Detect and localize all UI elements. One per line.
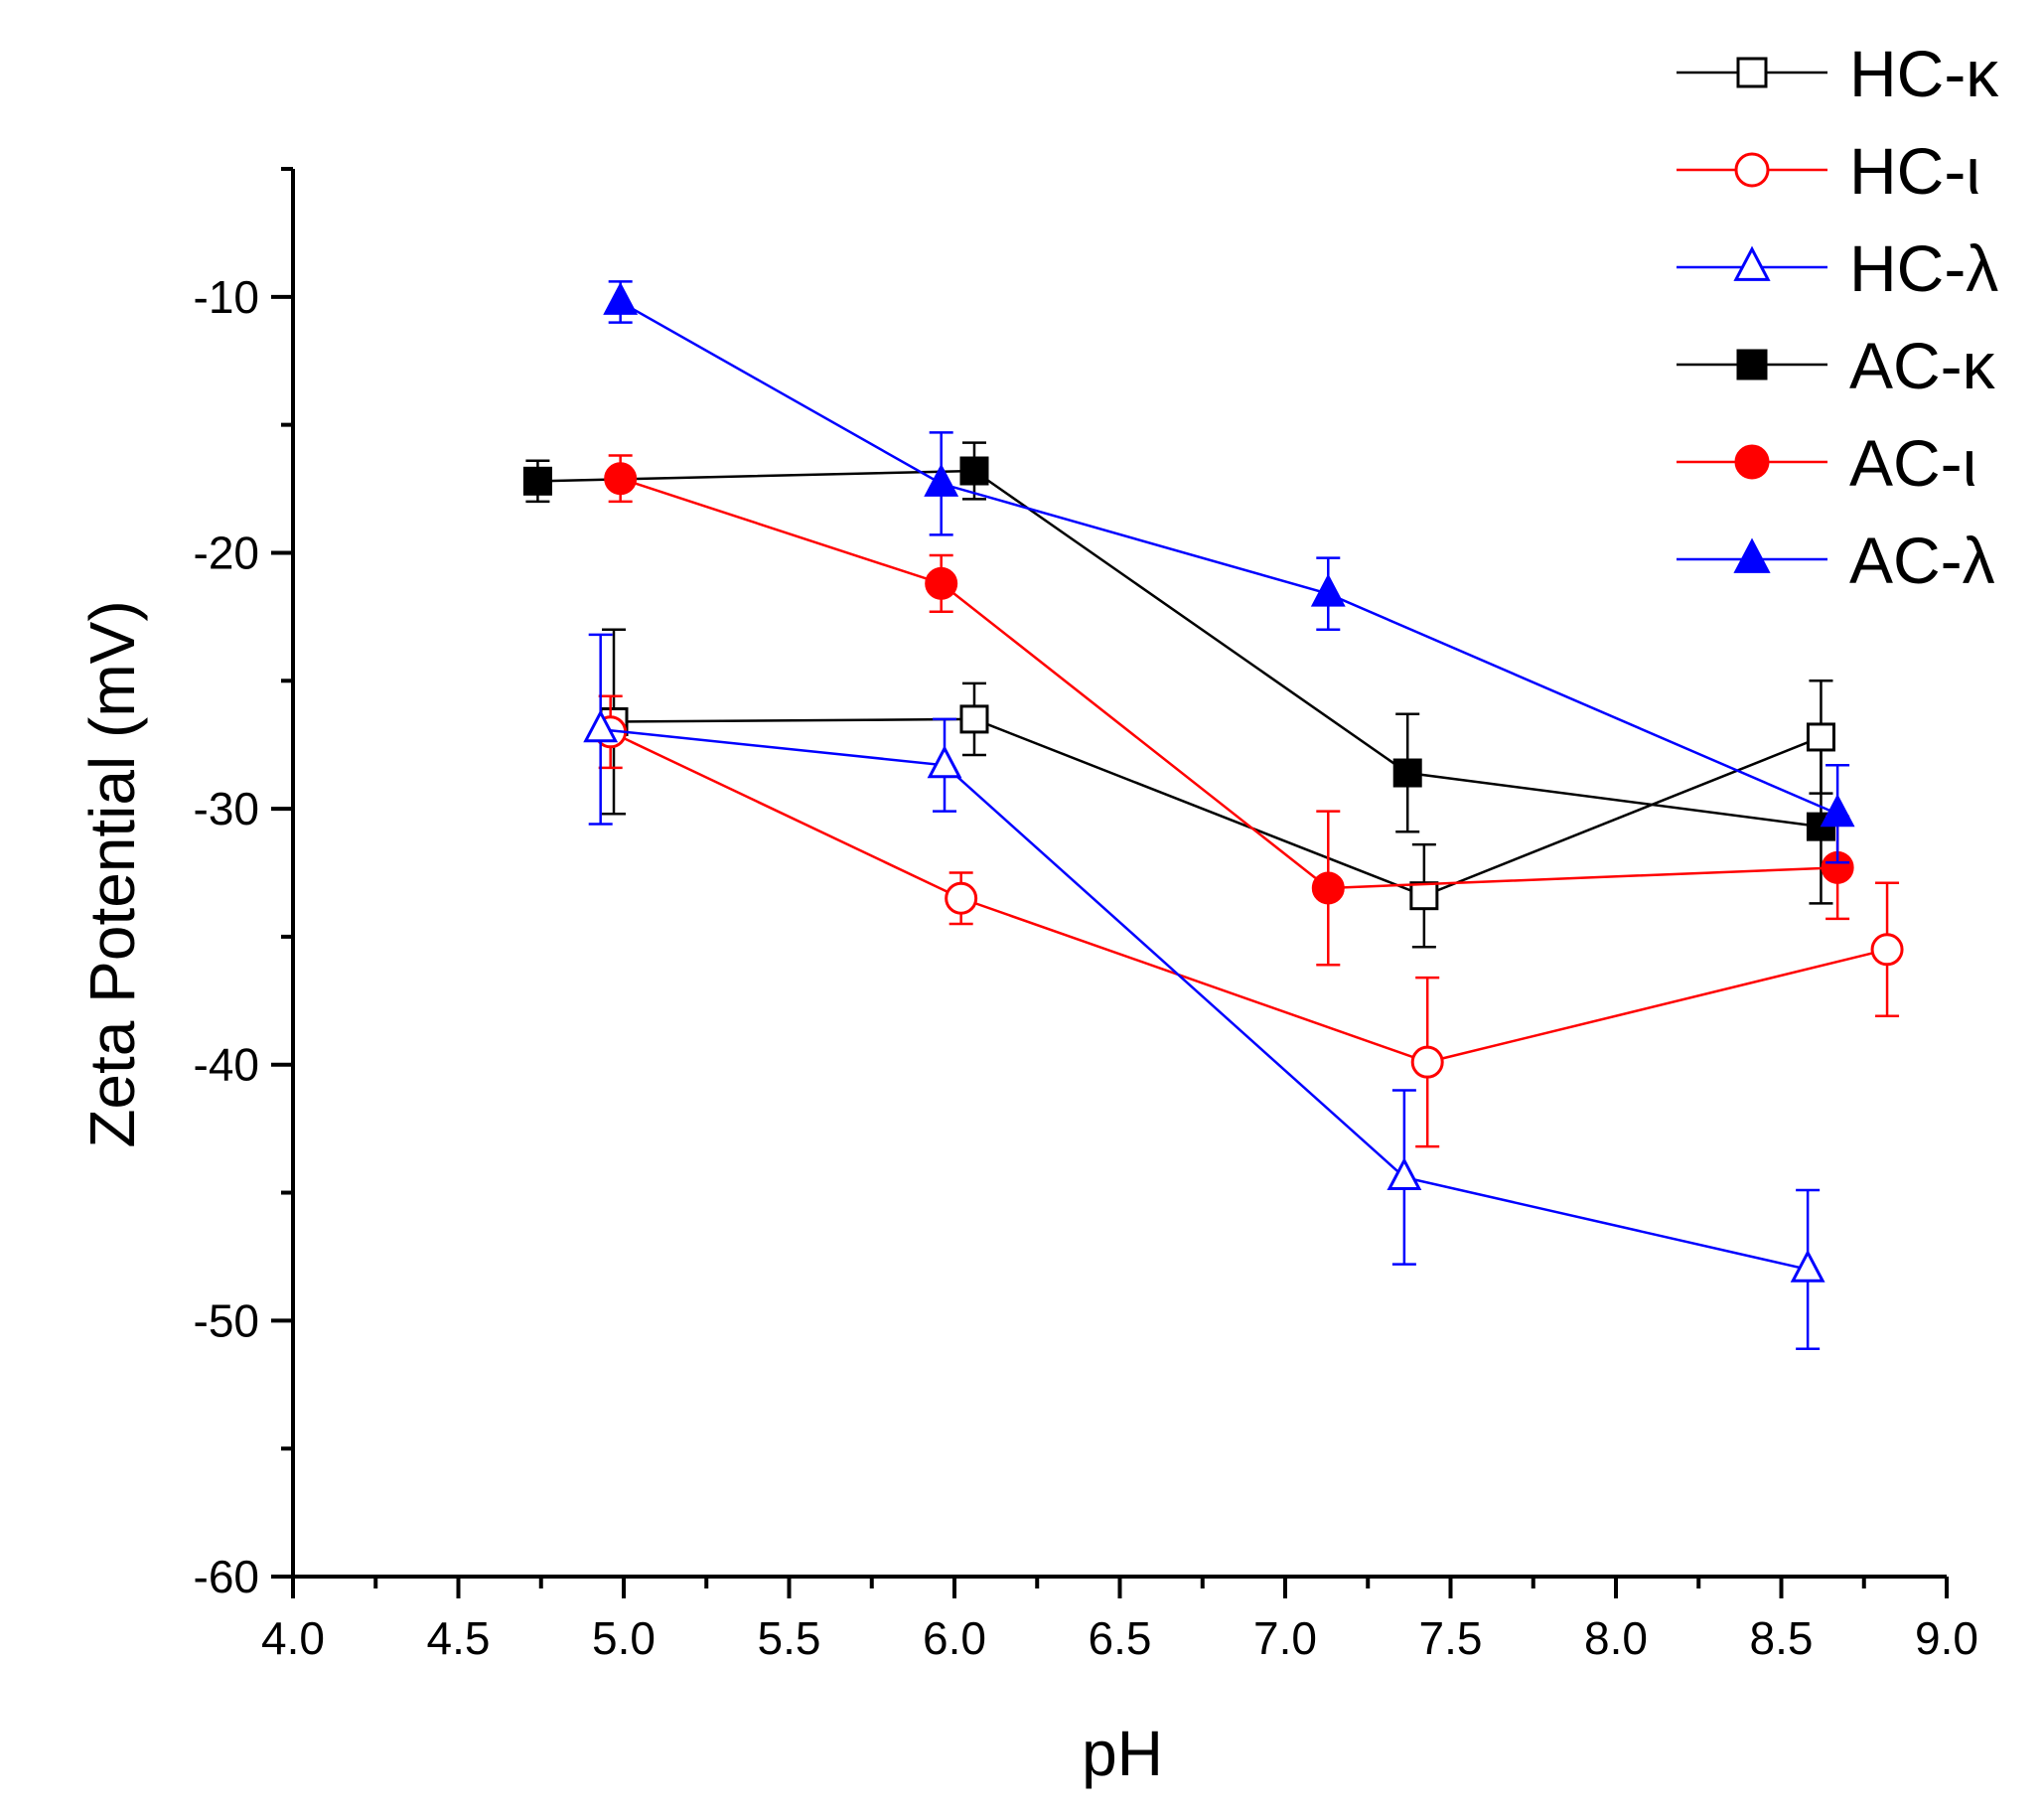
legend-item: AC-κ <box>1677 329 1996 402</box>
data-point <box>1410 1045 1444 1079</box>
series-line <box>610 730 1888 1064</box>
data-point <box>1387 1156 1422 1191</box>
legend-label: HC-κ <box>1849 37 1999 110</box>
series-line <box>600 727 1809 1272</box>
x-tick-label: 7.0 <box>1253 1612 1317 1664</box>
y-axis-title: Zeta Potential (mV) <box>76 600 148 1147</box>
data-point <box>1392 758 1422 788</box>
y-tick-label: -60 <box>194 1551 259 1602</box>
x-tick-label: 4.5 <box>427 1612 491 1664</box>
legend-marker <box>1734 444 1770 480</box>
legend-item: AC-ι <box>1677 426 1976 500</box>
series-line <box>620 300 1838 816</box>
y-tick-label: -30 <box>194 783 259 834</box>
legend-marker <box>1734 152 1770 188</box>
data-point <box>603 281 639 315</box>
legend-item: HC-κ <box>1677 37 1999 110</box>
x-tick-label: 8.5 <box>1750 1612 1814 1664</box>
y-tick-label: -20 <box>194 527 259 578</box>
legend-marker <box>1736 57 1768 88</box>
data-point <box>925 566 958 600</box>
legend-label: HC-ι <box>1849 134 1980 208</box>
series-5 <box>603 280 1855 864</box>
y-tick-label: -40 <box>194 1039 259 1091</box>
x-axis-title: pH <box>1082 1718 1163 1789</box>
legend-item: HC-ι <box>1677 134 1980 208</box>
data-point <box>1311 871 1345 905</box>
series-0 <box>599 628 1835 949</box>
data-point <box>927 745 962 779</box>
series-layer <box>522 280 1904 1350</box>
data-point <box>959 456 989 486</box>
series-line <box>620 477 1838 890</box>
series-2 <box>583 633 1825 1350</box>
data-point <box>1310 573 1346 607</box>
x-tick-label: 4.0 <box>261 1612 325 1664</box>
series-1 <box>594 694 1904 1148</box>
legend-label: AC-ι <box>1849 426 1976 500</box>
data-point <box>583 709 619 743</box>
legend-marker <box>1733 537 1771 573</box>
series-line <box>537 469 1822 829</box>
data-point <box>1870 933 1904 967</box>
data-point <box>924 463 959 497</box>
x-tick-label: 5.5 <box>758 1612 821 1664</box>
data-point <box>604 462 638 496</box>
data-point <box>1806 722 1835 752</box>
series-line <box>614 717 1822 898</box>
x-tick-label: 5.0 <box>592 1612 656 1664</box>
series-4 <box>604 454 1854 967</box>
data-point <box>1409 881 1439 911</box>
legend-item: HC-λ <box>1677 231 1998 305</box>
data-point <box>522 466 552 496</box>
legend-label: AC-λ <box>1849 524 1995 597</box>
legend-marker <box>1733 245 1771 281</box>
x-tick-label: 6.5 <box>1089 1612 1152 1664</box>
data-point <box>945 881 978 915</box>
x-tick-label: 9.0 <box>1915 1612 1978 1664</box>
legend: HC-κ HC-ι HC-λ AC-κ AC-ι AC-λ <box>1677 37 1999 597</box>
legend-label: HC-λ <box>1849 231 1998 305</box>
legend-label: AC-κ <box>1849 329 1996 402</box>
data-point <box>1790 1249 1825 1283</box>
data-point <box>1820 794 1855 828</box>
legend-marker <box>1736 349 1768 380</box>
series-3 <box>522 441 1835 905</box>
x-tick-label: 8.0 <box>1584 1612 1648 1664</box>
legend-item: AC-λ <box>1677 524 1995 597</box>
data-point <box>959 704 989 734</box>
axes: 4.0 4.5 5.0 5.5 6.0 6.5 7.0 7.5 8.0 8.5 9.0 -10 -20 -… <box>194 167 1978 1664</box>
x-tick-label: 7.5 <box>1419 1612 1483 1664</box>
y-tick-label: -50 <box>194 1294 259 1346</box>
x-tick-label: 6.0 <box>923 1612 986 1664</box>
y-tick-label: -10 <box>194 271 259 323</box>
